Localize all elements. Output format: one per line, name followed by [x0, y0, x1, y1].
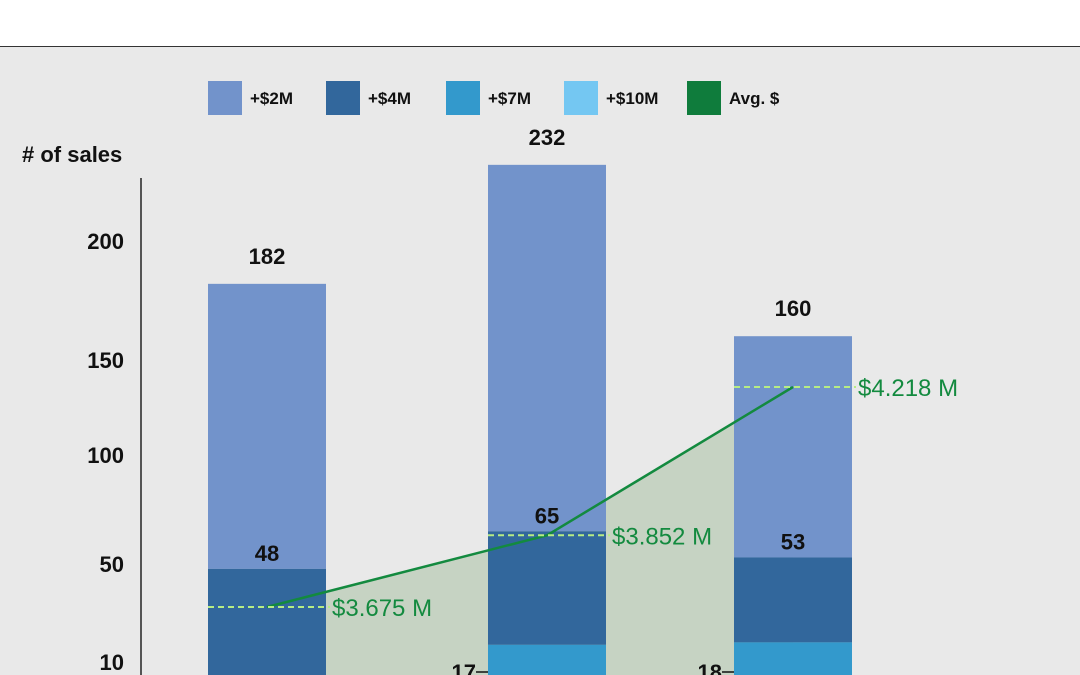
y-axis-label: # of sales — [22, 142, 122, 167]
bar-7m-label: 18 — [698, 660, 722, 675]
legend-swatch — [564, 81, 598, 115]
avg-value-label: $3.852 M — [612, 523, 712, 550]
bar-segment-7m — [734, 642, 852, 675]
avg-line — [266, 385, 794, 609]
legend-label: Avg. $ — [729, 89, 780, 108]
avg-overlay: $3.675 M $3.852 M $4.218 M — [208, 375, 958, 622]
bar-total-label: 160 — [775, 296, 812, 321]
bar-4m-label: 53 — [781, 529, 805, 554]
top-bar — [0, 0, 1080, 47]
avg-area-layer — [267, 387, 793, 675]
bar-segment-4m — [734, 557, 852, 643]
legend-label: +$2M — [250, 89, 293, 108]
bar-segment-2m — [734, 336, 852, 558]
legend-swatch — [446, 81, 480, 115]
bar-segment-2m — [208, 283, 326, 569]
avg-area — [267, 387, 793, 675]
y-axis-ticks: 200 150 100 50 10 — [87, 229, 124, 675]
y-tick-label: 100 — [87, 443, 124, 468]
legend-swatch — [208, 81, 242, 115]
bar-4m-label: 48 — [255, 541, 279, 566]
bar-segment-4m — [488, 531, 606, 645]
bar-segment-2m — [488, 164, 606, 532]
legend-label: +$7M — [488, 89, 531, 108]
y-tick-label: 50 — [100, 552, 124, 577]
data-labels: 182 48 232 65 17 160 53 18 — [249, 125, 812, 675]
bar-total-label: 182 — [249, 244, 286, 269]
bar-segment-4m — [208, 568, 326, 675]
y-tick-label: 200 — [87, 229, 124, 254]
legend: +$2M +$4M +$7M +$10M Avg. $ — [208, 81, 780, 115]
bars — [208, 164, 852, 675]
bar-4m-label: 65 — [535, 503, 559, 528]
legend-swatch — [326, 81, 360, 115]
avg-value-label: $4.218 M — [858, 375, 958, 402]
legend-label: +$4M — [368, 89, 411, 108]
y-tick-label: 150 — [87, 348, 124, 373]
bar-total-label: 232 — [529, 125, 566, 150]
bar-7m-label: 17 — [452, 660, 476, 675]
bar-segment-7m — [488, 644, 606, 675]
legend-swatch — [687, 81, 721, 115]
y-tick-label: 10 — [100, 650, 124, 675]
avg-value-label: $3.675 M — [332, 595, 432, 622]
legend-label: +$10M — [606, 89, 658, 108]
